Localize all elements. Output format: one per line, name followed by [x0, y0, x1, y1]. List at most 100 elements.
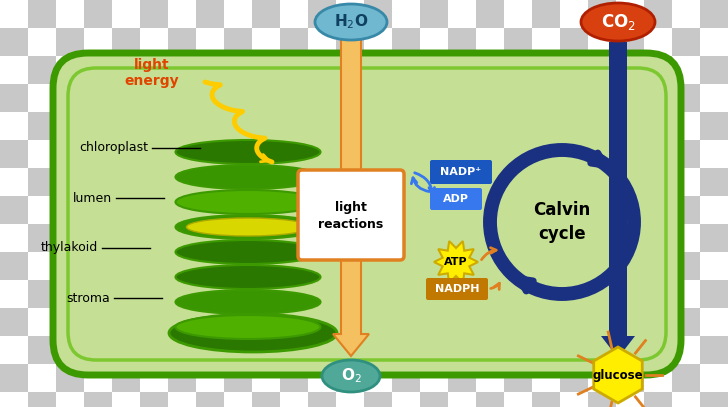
Bar: [364, 308, 392, 336]
Bar: [532, 392, 560, 407]
Bar: [84, 308, 112, 336]
Ellipse shape: [322, 360, 380, 392]
Bar: [560, 84, 588, 112]
Bar: [504, 112, 532, 140]
Bar: [672, 28, 700, 56]
Bar: [476, 364, 504, 392]
Bar: [364, 140, 392, 168]
Bar: [112, 28, 140, 56]
Bar: [420, 252, 448, 280]
Bar: [56, 168, 84, 196]
Bar: [616, 280, 644, 308]
Ellipse shape: [175, 265, 320, 289]
Bar: [84, 140, 112, 168]
Bar: [672, 0, 700, 28]
Bar: [56, 252, 84, 280]
Bar: [448, 252, 476, 280]
Bar: [448, 168, 476, 196]
Bar: [224, 168, 252, 196]
Bar: [112, 112, 140, 140]
Bar: [28, 364, 56, 392]
Bar: [224, 364, 252, 392]
Bar: [616, 252, 644, 280]
Bar: [308, 0, 336, 28]
Bar: [504, 140, 532, 168]
Bar: [252, 392, 280, 407]
Bar: [672, 196, 700, 224]
Bar: [0, 308, 28, 336]
Text: O$_2$: O$_2$: [341, 367, 361, 385]
Bar: [672, 392, 700, 407]
Bar: [672, 56, 700, 84]
Text: NADP⁺: NADP⁺: [440, 167, 481, 177]
Bar: [84, 224, 112, 252]
Bar: [308, 112, 336, 140]
Bar: [196, 280, 224, 308]
Bar: [112, 336, 140, 364]
Bar: [280, 0, 308, 28]
Bar: [364, 84, 392, 112]
Bar: [252, 196, 280, 224]
Bar: [476, 224, 504, 252]
Bar: [364, 112, 392, 140]
Bar: [252, 280, 280, 308]
Text: CO$_2$: CO$_2$: [601, 12, 636, 32]
Bar: [420, 224, 448, 252]
Bar: [336, 140, 364, 168]
Bar: [560, 168, 588, 196]
FancyArrow shape: [333, 38, 369, 356]
Bar: [168, 140, 196, 168]
Bar: [532, 308, 560, 336]
Ellipse shape: [175, 190, 320, 214]
Bar: [672, 112, 700, 140]
Bar: [420, 140, 448, 168]
Bar: [392, 280, 420, 308]
Bar: [448, 56, 476, 84]
Bar: [140, 280, 168, 308]
Text: NADPH: NADPH: [435, 284, 479, 294]
Bar: [336, 224, 364, 252]
Bar: [140, 308, 168, 336]
Bar: [56, 336, 84, 364]
Bar: [336, 308, 364, 336]
Bar: [364, 252, 392, 280]
Bar: [364, 196, 392, 224]
Bar: [140, 140, 168, 168]
Bar: [28, 196, 56, 224]
Bar: [252, 84, 280, 112]
Ellipse shape: [315, 4, 387, 40]
Bar: [504, 224, 532, 252]
Bar: [252, 140, 280, 168]
Bar: [140, 84, 168, 112]
Bar: [532, 84, 560, 112]
Bar: [476, 336, 504, 364]
Bar: [672, 252, 700, 280]
Bar: [644, 392, 672, 407]
Bar: [644, 280, 672, 308]
Text: glucose: glucose: [593, 368, 644, 381]
Bar: [476, 28, 504, 56]
Bar: [700, 392, 728, 407]
Bar: [476, 308, 504, 336]
Bar: [112, 196, 140, 224]
Bar: [224, 28, 252, 56]
Bar: [252, 56, 280, 84]
Bar: [476, 56, 504, 84]
Bar: [28, 168, 56, 196]
Bar: [140, 252, 168, 280]
Bar: [616, 364, 644, 392]
Bar: [448, 196, 476, 224]
Bar: [308, 280, 336, 308]
Bar: [700, 0, 728, 28]
Bar: [0, 224, 28, 252]
Bar: [280, 56, 308, 84]
Bar: [420, 168, 448, 196]
Ellipse shape: [186, 218, 309, 236]
Bar: [224, 196, 252, 224]
Bar: [224, 336, 252, 364]
Bar: [672, 224, 700, 252]
Bar: [644, 168, 672, 196]
Bar: [476, 0, 504, 28]
Bar: [140, 364, 168, 392]
Bar: [196, 308, 224, 336]
